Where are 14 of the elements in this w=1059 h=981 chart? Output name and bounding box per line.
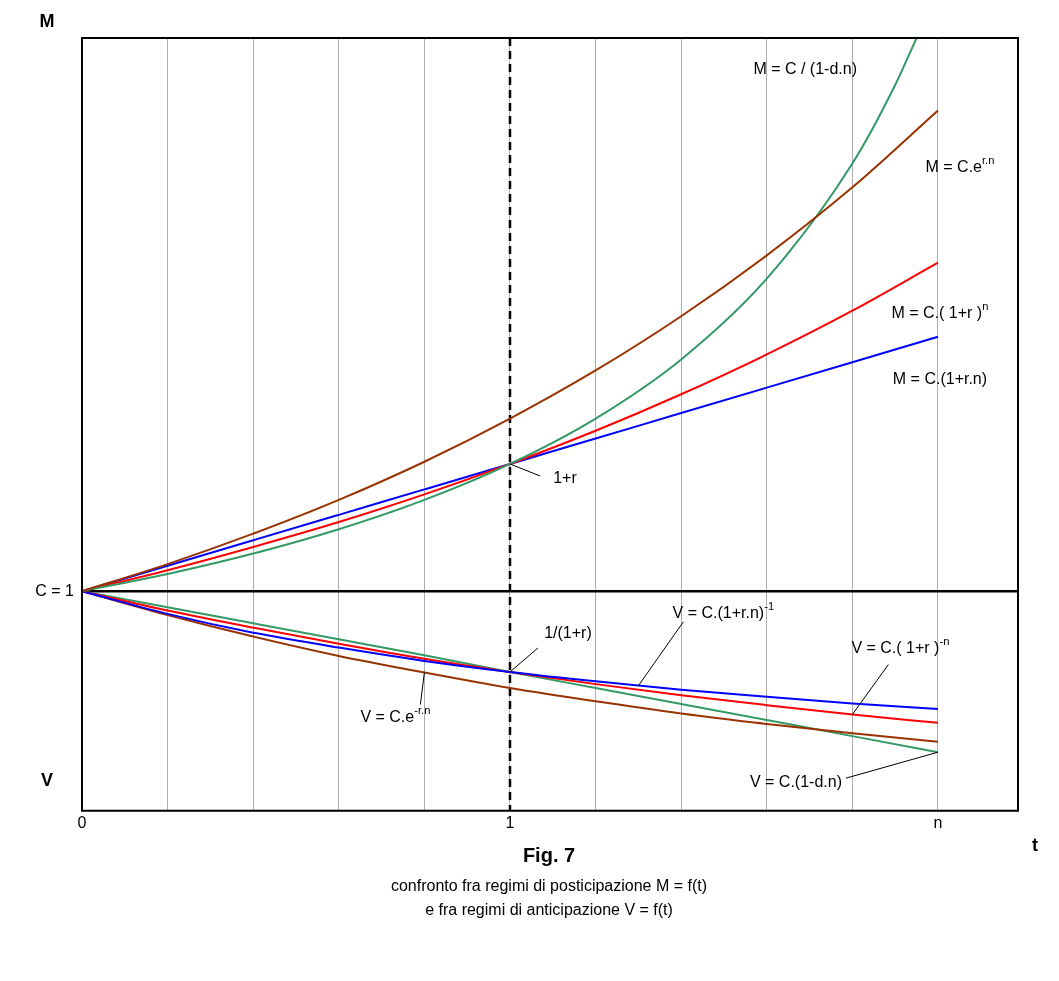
x-tick-label: n xyxy=(933,813,943,831)
annotation: 1+r xyxy=(553,469,578,487)
x-tick-label: 0 xyxy=(77,813,87,831)
annotation: M = C.(1+r.n) xyxy=(892,370,988,388)
annotation: 1/(1+r) xyxy=(544,624,592,642)
text: C = 1 xyxy=(35,581,75,599)
x-axis-title: t xyxy=(1032,834,1038,855)
x-tick-label: 1 xyxy=(505,813,515,831)
annotation: V = C.(1-d.n) xyxy=(749,772,842,790)
text: Fig. 7 xyxy=(522,844,576,867)
y-axis-title: M xyxy=(39,10,55,31)
annotation: M = C / (1-d.n) xyxy=(753,60,857,78)
text: confronto fra regimi di posticipazione M = f(t) e fra regimi di anticipazione V = f(t) xyxy=(390,877,708,919)
text: V xyxy=(41,769,54,790)
